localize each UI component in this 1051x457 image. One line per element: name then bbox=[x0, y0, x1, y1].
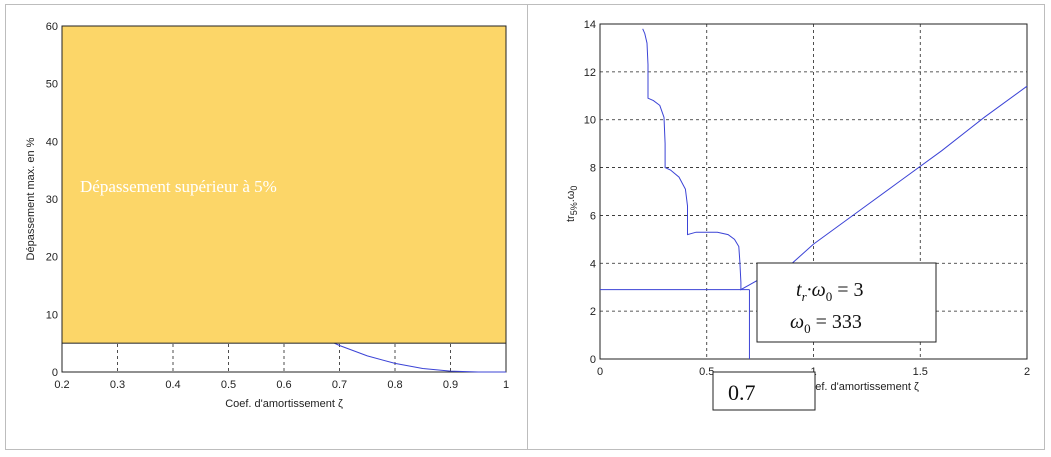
rise-time-curve bbox=[642, 28, 1028, 291]
y-tick-label: 50 bbox=[46, 79, 58, 91]
right-grid bbox=[600, 24, 1027, 359]
overshoot-region-box bbox=[61, 25, 507, 344]
right-x-axis-label: Coef. d'amortissement ζ bbox=[801, 381, 919, 393]
x-tick-label: 0.9 bbox=[443, 379, 458, 391]
x-tick-label: 0.6 bbox=[276, 379, 291, 391]
x-tick-label: 0.7 bbox=[332, 379, 347, 391]
left-x-ticks: 0.2 0.3 0.4 0.5 0.6 0.7 0.8 0.9 1 bbox=[54, 379, 509, 391]
overshoot-region-label: Dépassement supérieur à 5% bbox=[80, 177, 277, 196]
y-tick-label: 10 bbox=[46, 309, 58, 321]
y-tick-label: 2 bbox=[590, 306, 596, 318]
y-tick-label: 0 bbox=[590, 354, 596, 366]
left-y-axis-label: Dépassement max. en % bbox=[25, 137, 37, 260]
x-tick-label: 0.8 bbox=[387, 379, 402, 391]
y-tick-label: 20 bbox=[46, 252, 58, 264]
x-tick-label: 0.5 bbox=[221, 379, 236, 391]
x-tick-label: 0.4 bbox=[165, 379, 180, 391]
x-tick-label: 0.2 bbox=[54, 379, 69, 391]
y-tick-label: 8 bbox=[590, 163, 596, 175]
x-tick-label: 1 bbox=[503, 379, 509, 391]
y-tick-label: 10 bbox=[584, 115, 596, 127]
zeta-annotation-value: 0.7 bbox=[728, 380, 756, 405]
zeta-annotation-box bbox=[712, 371, 816, 411]
right-y-ticks: 0 2 4 6 8 10 12 14 bbox=[584, 19, 596, 366]
overshoot-chart: Dépassement supérieur à 5% 0.2 0.3 0.4 0.5 0… bbox=[25, 21, 509, 410]
x-tick-label: 0.5 bbox=[699, 366, 714, 378]
x-tick-label: 0.3 bbox=[110, 379, 125, 391]
left-x-axis-label: Coef. d'amortissement ζ bbox=[225, 398, 343, 410]
equation-annotation-box bbox=[756, 262, 937, 343]
x-tick-label: 1.5 bbox=[913, 366, 928, 378]
y-tick-label: 60 bbox=[46, 21, 58, 33]
y-tick-label: 4 bbox=[590, 258, 596, 270]
left-y-ticks: 0 10 20 30 40 50 60 bbox=[46, 21, 58, 379]
equation-line-1: tr·ω0 = 3 bbox=[796, 279, 864, 304]
y-tick-label: 14 bbox=[584, 19, 596, 31]
y-tick-label: 40 bbox=[46, 136, 58, 148]
right-y-axis-label: tr5%.ω0 bbox=[565, 186, 579, 222]
y-tick-label: 0 bbox=[52, 367, 58, 379]
y-tick-label: 30 bbox=[46, 194, 58, 206]
equation-line-2: ω0 = 333 bbox=[790, 311, 862, 336]
y-tick-label: 12 bbox=[584, 67, 596, 79]
y-tick-label: 6 bbox=[590, 210, 596, 222]
x-tick-label: 0 bbox=[597, 366, 603, 378]
x-tick-label: 2 bbox=[1024, 366, 1030, 378]
